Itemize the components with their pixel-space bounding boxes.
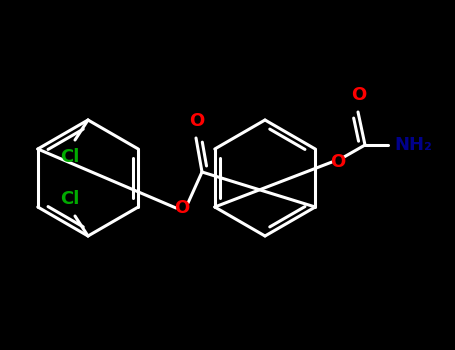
Text: Cl: Cl (61, 190, 80, 208)
Text: Cl: Cl (61, 148, 80, 166)
Text: O: O (351, 86, 367, 104)
Text: O: O (330, 153, 346, 171)
Text: O: O (174, 199, 190, 217)
Text: O: O (189, 112, 205, 130)
Text: NH₂: NH₂ (394, 136, 432, 154)
